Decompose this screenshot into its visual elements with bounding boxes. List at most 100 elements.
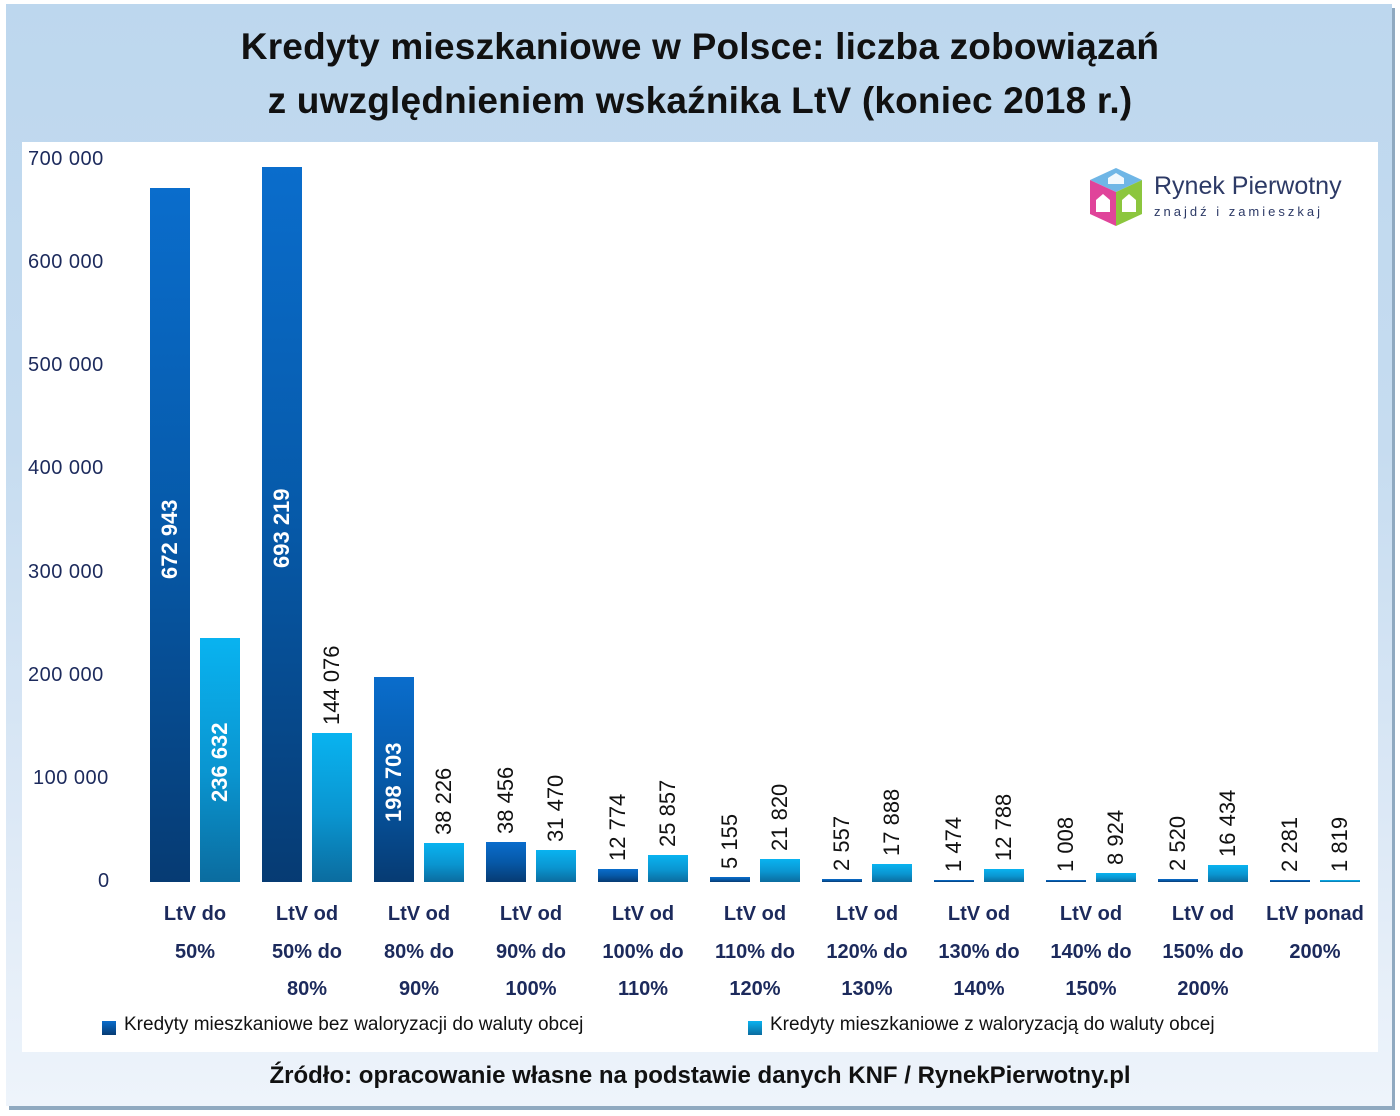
x-tick-line: 100% do	[602, 940, 684, 963]
data-label: 672 943	[157, 499, 182, 579]
data-label: 693 219	[269, 488, 294, 569]
x-tick-line: LtV do	[163, 903, 227, 925]
data-label: 144 076	[319, 645, 344, 726]
data-label: 5 155	[717, 813, 742, 869]
bar-series-2	[648, 855, 688, 882]
x-tick-label: LtV ponad 200%	[1259, 896, 1371, 1009]
y-tick-label: 0	[98, 870, 110, 892]
bar-series-2	[536, 849, 576, 882]
x-tick-line: 110% do	[714, 940, 796, 963]
bar-series-1	[1270, 879, 1310, 882]
legend-item-series-2: Kredyty mieszkaniowe z waloryzacją do wa…	[748, 1014, 1215, 1036]
data-label: 12 774	[605, 793, 630, 861]
data-label: 38 226	[431, 767, 456, 835]
bar-series-1	[1046, 880, 1086, 882]
data-label: 8 924	[1103, 809, 1128, 865]
bar-series-1	[822, 879, 862, 882]
x-tick-label: LtV od 110% do 120%	[699, 896, 811, 1009]
bar-series-2	[872, 863, 912, 882]
y-tick-label: 600 000	[28, 251, 104, 274]
x-tick-line: 130% do	[938, 940, 1020, 963]
bar-series-1	[486, 842, 526, 882]
data-label: 38 456	[493, 767, 518, 835]
x-tick-line: 80%	[286, 978, 328, 1000]
y-tick-label: 700 000	[28, 148, 104, 170]
logo-name: Rynek Pierwotny	[1154, 172, 1342, 200]
chart-title: Kredyty mieszkaniowe w Polsce: liczba zo…	[0, 20, 1400, 128]
data-label: 2 520	[1165, 816, 1190, 872]
legend-label-series-1: Kredyty mieszkaniowe bez waloryzacji do …	[124, 1014, 584, 1035]
x-tick-line: 90% do	[495, 940, 567, 963]
x-tick-line: 200%	[1289, 940, 1341, 963]
x-tick-line: 80% do	[383, 940, 455, 963]
logo-tagline: znajdź i zamieszkaj	[1154, 204, 1323, 219]
x-tick-line: LtV od	[387, 903, 451, 925]
data-label: 2 281	[1277, 816, 1302, 872]
x-tick-line: 140%	[953, 978, 1005, 1000]
x-tick-line: 50%	[174, 940, 216, 963]
y-tick-label: 200 000	[28, 663, 104, 686]
x-tick-line: 130%	[841, 978, 893, 1000]
x-tick-line: LtV ponad	[1266, 903, 1364, 925]
x-tick-line: 120%	[729, 978, 781, 1000]
bar-series-1	[1158, 879, 1198, 882]
bar-series-2	[984, 868, 1024, 882]
legend-label-series-2: Kredyty mieszkaniowe z waloryzacją do wa…	[770, 1014, 1215, 1035]
data-label: 12 788	[991, 793, 1016, 861]
x-tick-line: LtV od	[499, 903, 563, 925]
bar-series-1	[710, 876, 750, 882]
bar-series-2	[1320, 880, 1360, 882]
x-tick-line: LtV od	[1059, 903, 1123, 925]
title-line-2: z uwzględnieniem wskaźnika LtV (koniec 2…	[267, 80, 1133, 121]
data-label: 1 819	[1327, 816, 1352, 872]
bar-series-2	[760, 859, 800, 882]
legend-item-series-1: Kredyty mieszkaniowe bez waloryzacji do …	[102, 1014, 583, 1036]
x-tick-line: 200%	[1177, 978, 1229, 1000]
bar-series-2	[312, 733, 352, 882]
y-tick-label: 400 000	[28, 457, 104, 480]
data-label: 21 820	[767, 784, 792, 852]
data-label: 236 632	[207, 722, 232, 802]
title-line-1: Kredyty mieszkaniowe w Polsce: liczba zo…	[240, 26, 1160, 67]
bar-series-2	[200, 637, 240, 882]
x-tick-label: LtV od 100% do 110%	[587, 896, 699, 1009]
bar-series-1	[150, 187, 190, 882]
x-tick-line: LtV od	[723, 903, 787, 925]
data-label: 25 857	[655, 780, 680, 848]
x-tick-label: LtV od 120% do 130%	[811, 896, 923, 1009]
plot-area	[22, 142, 1378, 1052]
bar-series-2	[1208, 865, 1248, 882]
x-tick-line: 50% do	[271, 940, 343, 963]
x-tick-label: LtV od 50% do 80%	[251, 896, 363, 1009]
data-label: 31 470	[543, 774, 568, 842]
data-label: 2 557	[829, 816, 854, 872]
bar-series-1	[262, 166, 302, 882]
x-tick-label: LtV od 140% do 150%	[1035, 896, 1147, 1009]
bar-series-1	[598, 868, 638, 882]
x-tick-label: LtV od 130% do 140%	[923, 896, 1035, 1009]
bar-series-2	[1096, 872, 1136, 882]
x-tick-label: LtV od 80% do 90%	[363, 896, 475, 1009]
x-tick-label: LtV od 90% do 100%	[475, 896, 587, 1009]
data-label: 17 888	[879, 788, 904, 856]
x-tick-line: 120% do	[826, 940, 908, 963]
x-tick-line	[139, 971, 251, 1009]
legend-swatch-dark	[102, 1021, 116, 1035]
x-tick-line: 110%	[617, 978, 669, 1000]
y-tick-label: 500 000	[28, 354, 104, 377]
x-tick-label: LtV do 50%	[139, 896, 251, 1009]
x-tick-line: LtV od	[1171, 903, 1235, 925]
house-cube-icon	[1090, 168, 1142, 226]
bar-series-1	[374, 677, 414, 882]
logo: Rynek Pierwotny znajdź i zamieszkaj	[1088, 166, 1368, 230]
x-tick-line: 90%	[398, 978, 440, 1000]
bar-series-1	[934, 880, 974, 882]
source-note: Źródło: opracowanie własne na podstawie …	[269, 1062, 1131, 1089]
data-label: 198 703	[381, 742, 406, 822]
x-tick-line: 140% do	[1050, 940, 1132, 963]
x-tick-line: LtV od	[275, 903, 339, 925]
data-label: 16 434	[1215, 789, 1240, 858]
bar-series-2	[424, 842, 464, 882]
x-tick-line: LtV od	[611, 903, 675, 925]
x-tick-line: 150% do	[1162, 940, 1244, 963]
